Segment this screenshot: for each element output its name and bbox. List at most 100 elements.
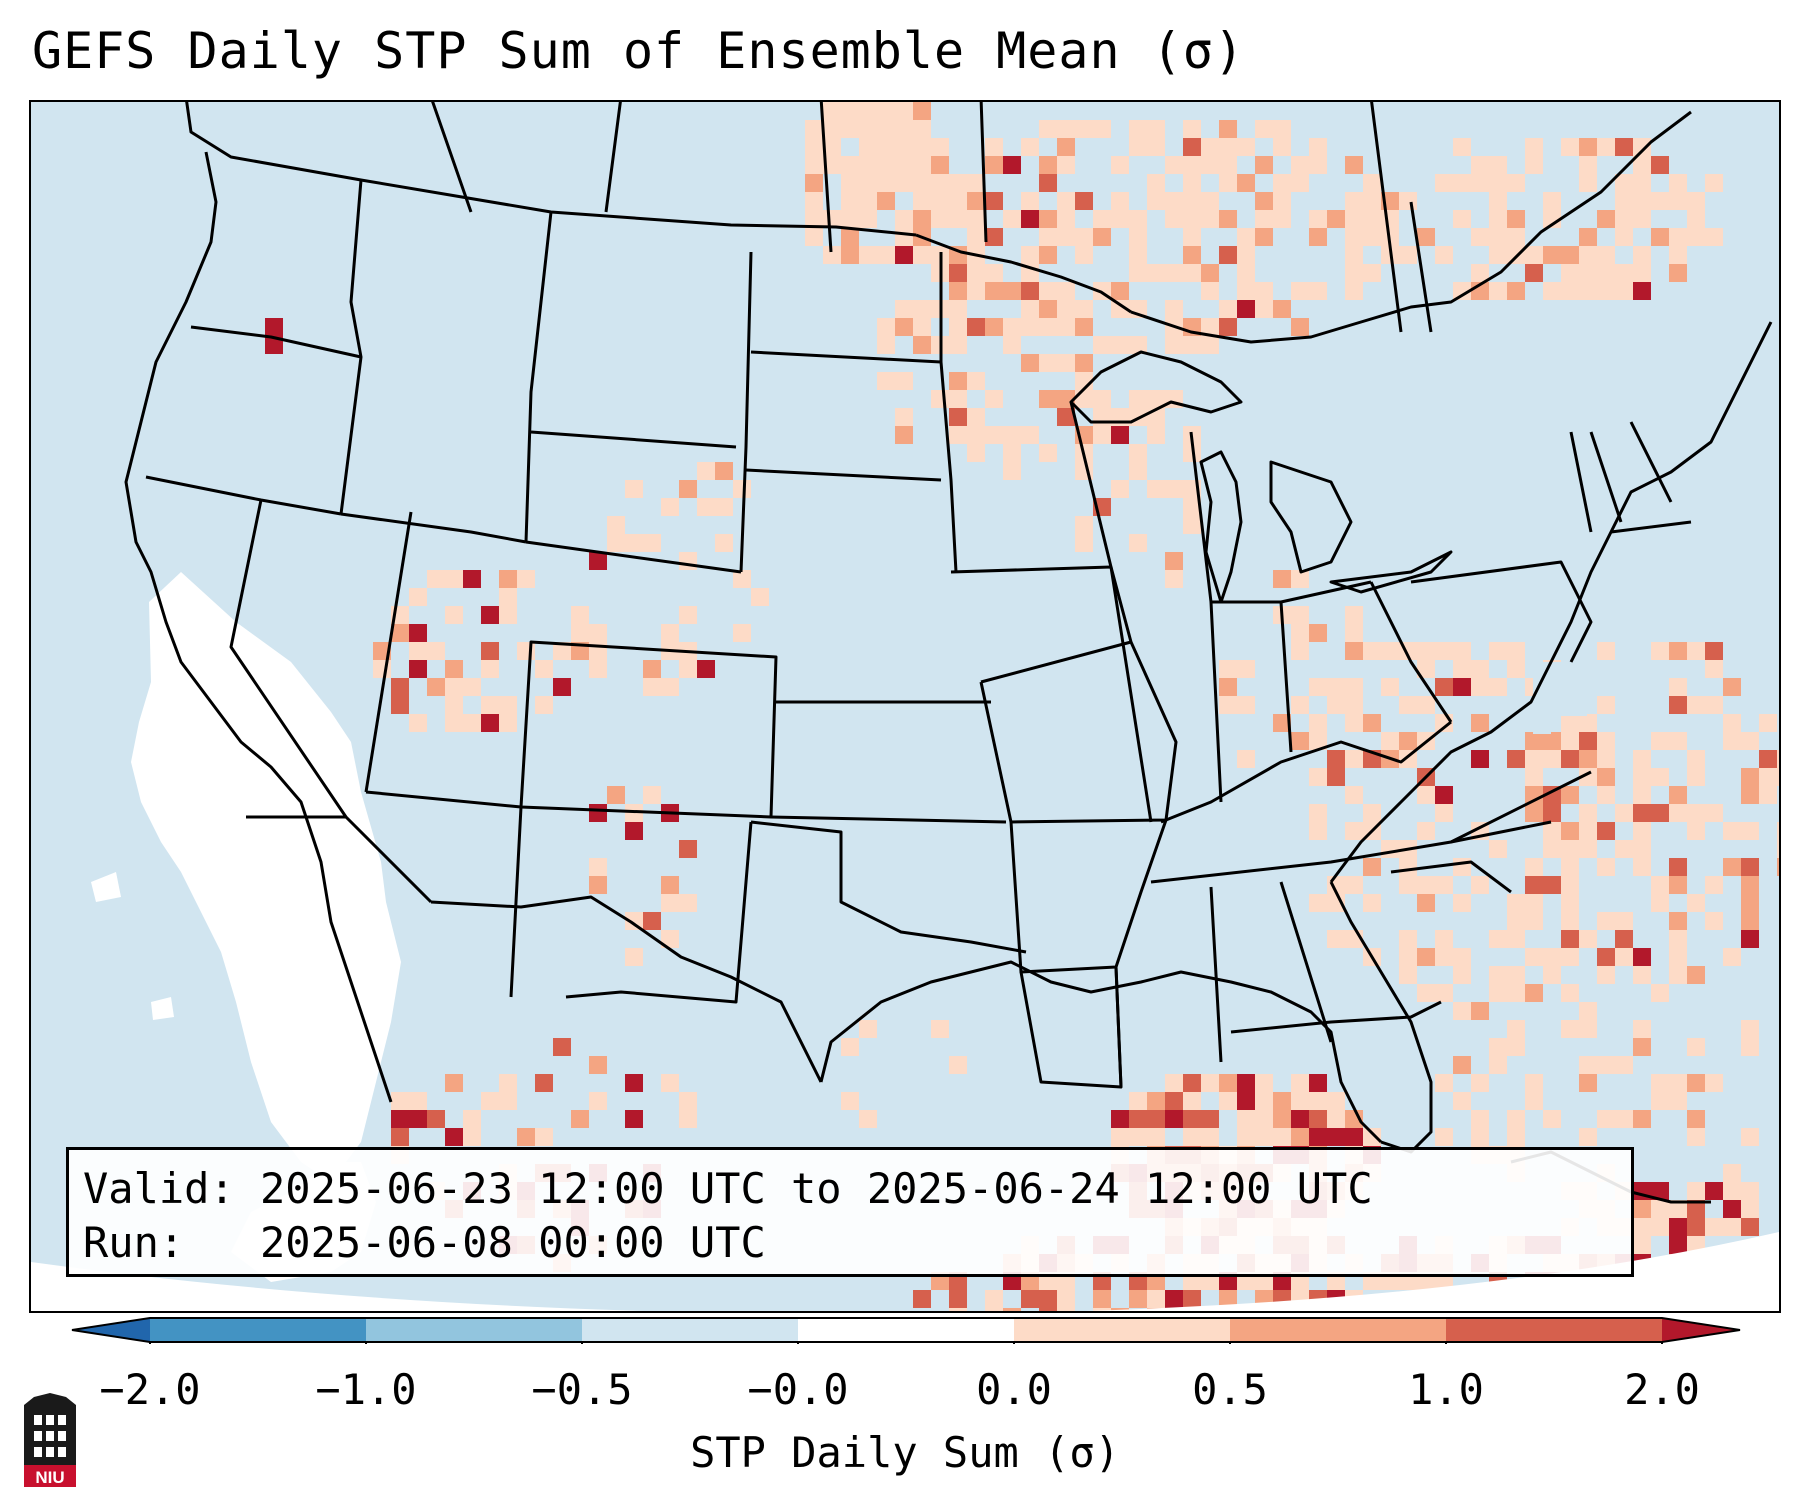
stp-cell xyxy=(1687,804,1705,822)
stp-cell xyxy=(1633,246,1651,264)
stp-cell xyxy=(607,534,625,552)
stp-cell xyxy=(823,246,841,264)
stp-cell xyxy=(1363,894,1381,912)
stp-cell xyxy=(553,678,571,696)
stp-cell xyxy=(1057,120,1075,138)
stp-cell xyxy=(1633,174,1651,192)
stp-cell xyxy=(1489,192,1507,210)
stp-cell xyxy=(1327,768,1345,786)
stp-cell xyxy=(1615,930,1633,948)
stp-cell xyxy=(1345,624,1363,642)
stp-cell xyxy=(805,174,823,192)
stp-cell xyxy=(1399,930,1417,948)
stp-cell xyxy=(1381,678,1399,696)
stp-cell xyxy=(661,678,679,696)
stp-cell xyxy=(499,570,517,588)
stp-cell xyxy=(1561,840,1579,858)
stp-cell xyxy=(1579,228,1597,246)
stp-cell xyxy=(1291,642,1309,660)
stp-cell xyxy=(1471,660,1489,678)
stp-cell xyxy=(1309,156,1327,174)
ks-ok xyxy=(770,815,1007,824)
stp-cell xyxy=(1633,966,1651,984)
stp-cell xyxy=(1723,1218,1741,1236)
stp-cell xyxy=(1507,750,1525,768)
stp-cell xyxy=(1633,750,1651,768)
stp-cell xyxy=(1183,120,1201,138)
stp-cell xyxy=(1111,300,1129,318)
stp-cell xyxy=(841,156,859,174)
stp-cell xyxy=(1507,894,1525,912)
stp-cell xyxy=(1147,480,1165,498)
stp-cell xyxy=(913,246,931,264)
stp-cell xyxy=(499,588,517,606)
stp-cell xyxy=(1597,768,1615,786)
stp-cell xyxy=(1345,876,1363,894)
stp-cell xyxy=(1039,246,1057,264)
stp-cell xyxy=(1633,1218,1651,1236)
stp-cell xyxy=(1597,750,1615,768)
stp-cell xyxy=(1309,282,1327,300)
stp-cell xyxy=(1237,282,1255,300)
stp-cell xyxy=(823,120,841,138)
stp-cell xyxy=(1129,246,1147,264)
stp-cell xyxy=(1453,174,1471,192)
nd-sd xyxy=(750,350,942,364)
stp-cell xyxy=(1687,210,1705,228)
stp-cell xyxy=(1237,1074,1255,1092)
stp-cell xyxy=(1741,876,1759,894)
stp-cell xyxy=(427,570,445,588)
stp-cell xyxy=(1039,444,1057,462)
stp-cell xyxy=(1219,138,1237,156)
stp-cell xyxy=(1003,210,1021,228)
stp-cell xyxy=(823,138,841,156)
stp-cell xyxy=(1687,822,1705,840)
colorbar-tick-label: −0.5 xyxy=(531,1365,633,1414)
stp-cell xyxy=(1471,750,1489,768)
stp-cell xyxy=(1561,714,1579,732)
stp-cell xyxy=(679,480,697,498)
stp-cell xyxy=(1543,822,1561,840)
stp-cell xyxy=(409,660,427,678)
stp-cell xyxy=(1759,750,1777,768)
stp-cell xyxy=(1327,210,1345,228)
stp-cell xyxy=(1291,1074,1309,1092)
stp-cell xyxy=(1435,174,1453,192)
stp-cell xyxy=(1165,300,1183,318)
stp-cell xyxy=(1129,1128,1147,1146)
stp-cell xyxy=(1669,192,1687,210)
stp-cell xyxy=(1417,948,1435,966)
stp-cell xyxy=(1633,264,1651,282)
stp-cell xyxy=(1345,228,1363,246)
stp-cell xyxy=(985,156,1003,174)
stp-cell xyxy=(949,426,967,444)
stp-cell xyxy=(1345,786,1363,804)
stp-cell xyxy=(1723,948,1741,966)
stp-cell xyxy=(1723,1182,1741,1200)
stp-cell xyxy=(391,696,409,714)
stp-cell xyxy=(1147,120,1165,138)
stp-cell xyxy=(1633,768,1651,786)
stp-cell xyxy=(1705,912,1723,930)
stp-cell xyxy=(1003,1308,1021,1311)
stp-cell xyxy=(1687,768,1705,786)
stp-cell xyxy=(1399,858,1417,876)
stp-cell xyxy=(1597,948,1615,966)
stp-cell xyxy=(1165,1290,1183,1308)
stp-cell xyxy=(1165,1092,1183,1110)
stp-cell xyxy=(1093,390,1111,408)
stp-cell xyxy=(481,714,499,732)
great-lakes-superior xyxy=(1069,350,1243,424)
stp-cell xyxy=(1687,1074,1705,1092)
stp-cell xyxy=(985,138,1003,156)
stp-cell xyxy=(1291,696,1309,714)
stp-cell xyxy=(463,714,481,732)
stp-cell xyxy=(859,246,877,264)
stp-cell xyxy=(967,228,985,246)
stp-cell xyxy=(1093,228,1111,246)
stp-cell xyxy=(1093,1290,1111,1308)
stp-cell xyxy=(1435,786,1453,804)
stp-cell xyxy=(1417,786,1435,804)
valid-label: Valid: xyxy=(83,1164,235,1213)
stp-cell xyxy=(967,282,985,300)
